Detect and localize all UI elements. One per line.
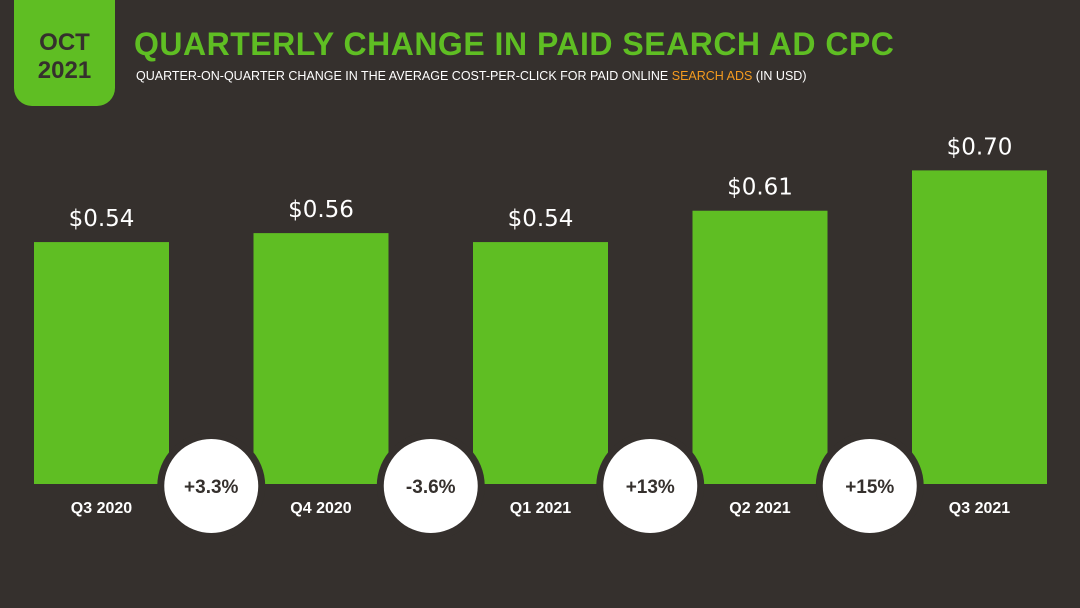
chart-subtitle: QUARTER-ON-QUARTER CHANGE IN THE AVERAGE… — [136, 69, 807, 83]
date-badge: OCT 2021 — [14, 0, 115, 106]
value-label: $0.61 — [727, 175, 793, 201]
change-bubble — [603, 439, 698, 533]
value-label: $0.56 — [288, 197, 354, 223]
chart-title: QUARTERLY CHANGE IN PAID SEARCH AD CPC — [134, 26, 895, 62]
badge-month: OCT — [39, 29, 90, 56]
change-label: +13% — [626, 477, 675, 498]
change-bubble — [822, 439, 917, 533]
bar — [34, 242, 169, 484]
bar — [912, 170, 1047, 484]
category-label: Q2 2021 — [729, 500, 790, 517]
bar — [253, 233, 389, 484]
bar — [473, 242, 608, 484]
category-label: Q3 2020 — [71, 500, 132, 517]
badge-year: 2021 — [37, 57, 92, 84]
category-label: Q4 2020 — [290, 500, 351, 517]
change-bubble — [383, 439, 478, 533]
subtitle-unit: (IN USD) — [752, 69, 807, 83]
subtitle-text: QUARTER-ON-QUARTER CHANGE IN THE AVERAGE… — [136, 69, 672, 83]
change-bubble — [164, 439, 259, 533]
change-label: +15% — [845, 477, 894, 498]
subtitle-highlight: SEARCH ADS — [671, 69, 753, 83]
bar — [692, 210, 828, 484]
value-label: $0.54 — [508, 206, 574, 232]
category-label: Q3 2021 — [949, 500, 1010, 517]
change-label: -3.6% — [406, 477, 456, 498]
value-label: $0.54 — [69, 206, 135, 232]
category-label: Q1 2021 — [510, 500, 571, 517]
value-label: $0.70 — [947, 134, 1013, 160]
change-label: +3.3% — [184, 477, 239, 498]
